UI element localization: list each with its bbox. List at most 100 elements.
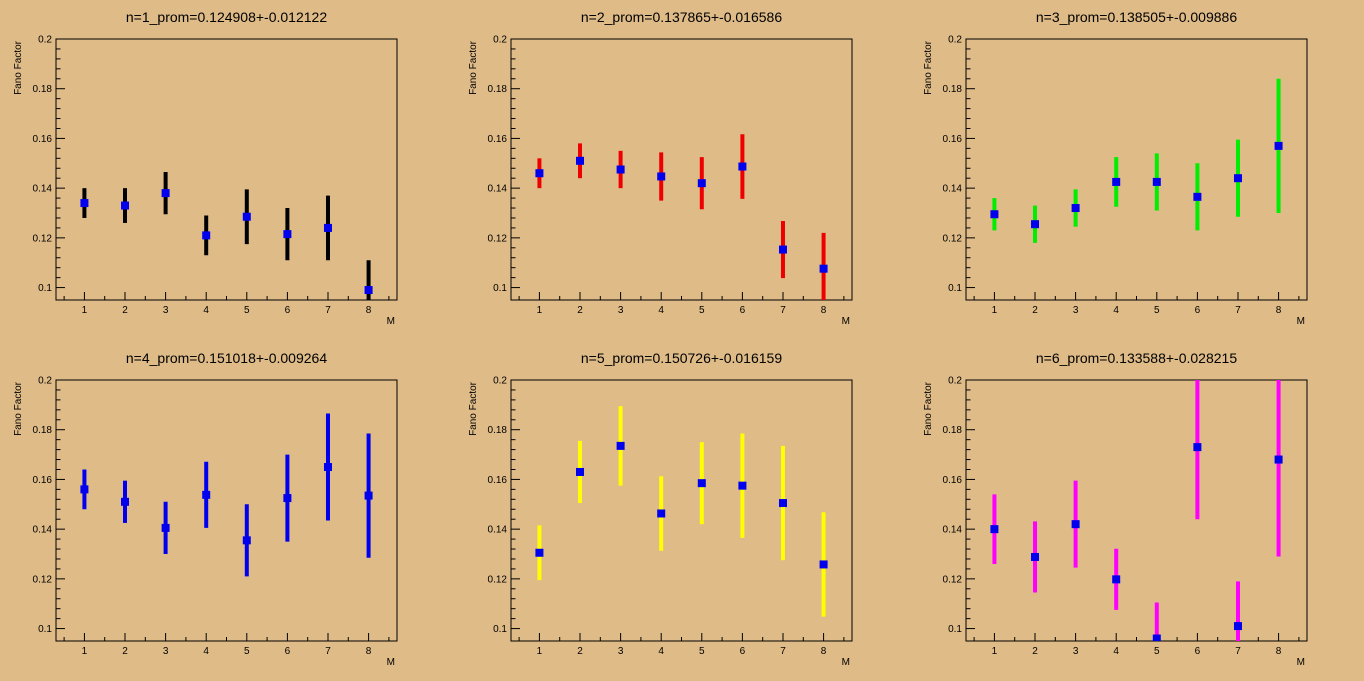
y-tick-label: 0.18 xyxy=(33,425,53,436)
x-tick-label: 8 xyxy=(821,305,827,316)
data-point xyxy=(576,467,585,476)
data-point xyxy=(1071,520,1080,529)
y-tick-label: 0.14 xyxy=(33,184,53,195)
chart-title: n=6_prom=0.133588+-0.028215 xyxy=(1036,350,1237,366)
x-tick-label: 8 xyxy=(366,646,372,657)
chart-panel-6: n=6_prom=0.133588+-0.028215 0.1 0.12 0.14 0.… xyxy=(923,350,1308,668)
plot-frame xyxy=(510,38,853,301)
y-tick-label: 0.12 xyxy=(33,574,53,585)
y-tick-label: 0.16 xyxy=(943,134,963,145)
x-tick-label: 3 xyxy=(1073,305,1079,316)
y-tick-label: 0.14 xyxy=(943,184,963,195)
y-tick-label: 0.18 xyxy=(33,84,53,95)
y-tick-label: 0.16 xyxy=(488,475,508,486)
x-tick-label: 4 xyxy=(658,305,664,316)
x-axis-label: M xyxy=(387,657,395,668)
data-point xyxy=(657,509,666,518)
chart-title: n=2_prom=0.137865+-0.016586 xyxy=(581,9,782,25)
x-axis-label: M xyxy=(1297,316,1305,327)
data-point xyxy=(738,481,747,490)
x-axis-label: M xyxy=(842,657,850,668)
y-axis-label: Fano Factor xyxy=(13,40,24,95)
data-point xyxy=(121,201,130,210)
data-point xyxy=(990,210,999,219)
y-tick-label: 0.2 xyxy=(948,35,962,46)
y-tick-label: 0.16 xyxy=(33,475,53,486)
data-point xyxy=(1152,634,1161,641)
y-tick-label: 0.16 xyxy=(488,134,508,145)
x-tick-label: 5 xyxy=(699,646,705,657)
data-point xyxy=(1193,443,1202,452)
data-series xyxy=(80,413,373,577)
chart-panel-1: n=1_prom=0.124908+-0.012122 0.1 0.12 0.14 0.… xyxy=(13,9,398,327)
x-tick-label: 3 xyxy=(618,305,624,316)
chart-title: n=5_prom=0.150726+-0.016159 xyxy=(581,350,782,366)
x-axis-label: M xyxy=(1297,657,1305,668)
x-tick-label: 5 xyxy=(244,646,250,657)
x-tick-label: 6 xyxy=(1195,646,1201,657)
data-point xyxy=(697,479,706,488)
data-point xyxy=(242,212,251,221)
x-tick-label: 7 xyxy=(780,646,786,657)
y-tick-label: 0.2 xyxy=(493,376,507,387)
y-tick-label: 0.16 xyxy=(943,475,963,486)
plot-frame xyxy=(965,379,1308,642)
y-tick-label: 0.1 xyxy=(493,283,507,294)
x-tick-label: 2 xyxy=(1032,646,1038,657)
plot-frame xyxy=(510,379,853,642)
data-point xyxy=(283,494,292,503)
x-tick-label: 5 xyxy=(1154,305,1160,316)
x-tick-label: 2 xyxy=(122,305,128,316)
data-point xyxy=(202,231,211,240)
x-tick-label: 8 xyxy=(821,646,827,657)
x-tick-label: 3 xyxy=(163,305,169,316)
x-tick-label: 4 xyxy=(203,305,209,316)
data-point xyxy=(616,165,625,174)
data-point xyxy=(323,463,332,471)
data-point xyxy=(323,223,332,232)
data-point xyxy=(202,490,211,499)
y-tick-label: 0.1 xyxy=(948,624,962,635)
data-point xyxy=(1112,177,1121,186)
data-point xyxy=(819,560,828,569)
data-series xyxy=(535,406,828,617)
x-tick-label: 6 xyxy=(740,646,746,657)
x-tick-label: 2 xyxy=(1032,305,1038,316)
y-axis-label: Fano Factor xyxy=(923,381,934,436)
x-tick-label: 3 xyxy=(618,646,624,657)
y-tick-label: 0.18 xyxy=(488,425,508,436)
x-tick-label: 1 xyxy=(992,305,998,316)
data-point xyxy=(161,189,170,198)
x-tick-label: 1 xyxy=(537,646,543,657)
x-tick-label: 6 xyxy=(740,305,746,316)
data-point xyxy=(1112,575,1121,584)
y-tick-label: 0.12 xyxy=(943,233,963,244)
x-tick-label: 4 xyxy=(203,646,209,657)
data-series xyxy=(80,171,373,300)
data-point xyxy=(283,230,292,239)
x-tick-label: 7 xyxy=(325,646,331,657)
data-point xyxy=(697,179,706,188)
x-tick-label: 7 xyxy=(1235,646,1241,657)
x-tick-label: 6 xyxy=(1195,305,1201,316)
plot-frame xyxy=(55,379,398,642)
y-tick-label: 0.1 xyxy=(38,283,52,294)
data-point xyxy=(535,548,544,557)
plot-frame xyxy=(965,38,1308,301)
chart-panel-4: n=4_prom=0.151018+-0.009264 0.1 0.12 0.14 0.… xyxy=(13,350,398,668)
x-axis-label: M xyxy=(387,316,395,327)
x-tick-label: 4 xyxy=(658,646,664,657)
y-tick-label: 0.2 xyxy=(493,35,507,46)
x-tick-label: 1 xyxy=(537,305,543,316)
data-point xyxy=(364,286,373,295)
x-tick-label: 6 xyxy=(285,646,291,657)
data-point xyxy=(616,441,625,450)
x-tick-label: 5 xyxy=(699,305,705,316)
y-tick-label: 0.14 xyxy=(943,525,963,536)
x-tick-label: 4 xyxy=(1113,646,1119,657)
data-point xyxy=(1031,220,1040,229)
x-tick-label: 7 xyxy=(325,305,331,316)
y-tick-label: 0.18 xyxy=(943,84,963,95)
x-tick-label: 3 xyxy=(163,646,169,657)
